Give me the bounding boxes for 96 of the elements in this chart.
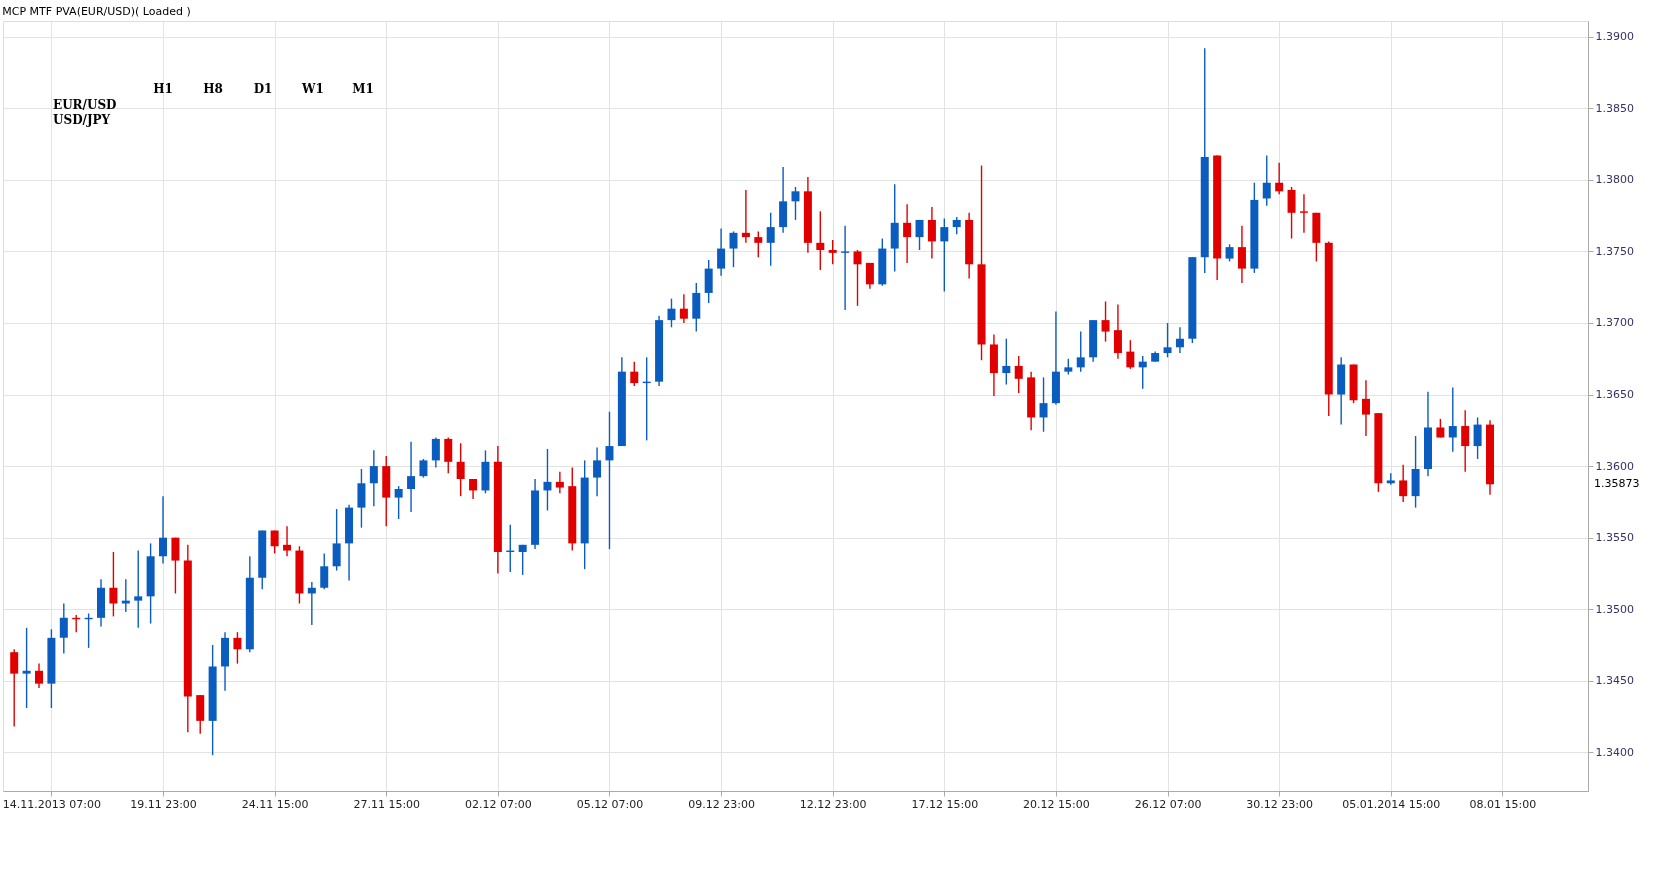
candlestick (10, 648, 19, 728)
candlestick (1461, 409, 1470, 473)
candlestick (431, 436, 440, 469)
candlestick (121, 578, 130, 613)
candlestick (903, 203, 912, 264)
annotation: USD/JPY (53, 113, 111, 127)
x-tick-label: 09.12 23:00 (688, 797, 755, 811)
x-tick-label: 24.11 15:00 (241, 797, 309, 811)
candlestick (1163, 322, 1172, 359)
candlestick (1101, 300, 1110, 343)
y-tick-label: 1.3450 (1595, 674, 1634, 688)
candlestick (828, 239, 837, 266)
y-tick-label: 1.3550 (1595, 531, 1634, 545)
annotation: EUR/USD (53, 98, 117, 112)
x-tick-label: 17.12 15:00 (911, 797, 979, 811)
candlestick (1076, 330, 1085, 373)
text: 1.35873 (1594, 477, 1640, 491)
candlestick (1237, 224, 1246, 284)
y-tick-label: 1.3700 (1595, 316, 1634, 330)
candlestick (593, 446, 602, 497)
candlestick (754, 230, 763, 258)
annotation: M1 (352, 82, 374, 96)
annotation: D1 (253, 82, 273, 96)
candlestick (369, 449, 378, 507)
candlestick (159, 495, 168, 565)
candlestick (865, 262, 874, 290)
candlestick (1473, 416, 1482, 460)
candlestick (59, 602, 68, 655)
y-tick-label: 1.3900 (1595, 30, 1634, 44)
y-tick-label: 1.3850 (1595, 101, 1634, 115)
candlestick (233, 631, 242, 665)
candlestick (741, 189, 750, 244)
x-tick-label: 14.11.2013 07:00 (2, 797, 101, 811)
x-tick-label: 19.11 23:00 (130, 797, 197, 811)
x-tick-label: 30.12 23:00 (1246, 797, 1314, 811)
candlestick (1361, 379, 1370, 437)
candlestick (555, 471, 564, 494)
y-tick-label: 1.3500 (1595, 602, 1634, 616)
candlestick (332, 508, 341, 572)
candlestick (1448, 386, 1457, 453)
candlestick (841, 224, 850, 311)
candlestick (605, 411, 614, 550)
x-tick-label: 26.12 07:00 (1134, 797, 1202, 811)
candlestick (1275, 161, 1284, 195)
candlestick (927, 206, 936, 260)
candlestick (320, 552, 329, 590)
candlestick (1002, 338, 1011, 386)
candlestick (171, 536, 180, 595)
candlestick (1014, 355, 1023, 394)
y-tick-label: 1.3400 (1595, 745, 1634, 759)
y-tick-label: 1.3800 (1595, 173, 1634, 187)
candlestick (407, 441, 416, 513)
candlestick (419, 458, 428, 479)
candlestick (1262, 154, 1271, 207)
chart-title: MCP MTF PVA(EUR/USD)( Loaded ) (2, 5, 191, 18)
y-tick-label: 1.3600 (1595, 459, 1634, 473)
candlestick (1175, 326, 1184, 354)
x-tick-label: 27.11 15:00 (353, 797, 421, 811)
x-tick-label: 12.12 23:00 (799, 797, 867, 811)
candlestick (1399, 463, 1408, 503)
x-tick-label: 02.12 07:00 (465, 797, 532, 811)
annotation: H8 (203, 82, 223, 96)
candlestick (518, 544, 527, 576)
candlestick (134, 549, 143, 629)
candlestick (729, 230, 738, 268)
candlestick (35, 662, 43, 689)
candlestick (1287, 186, 1296, 240)
candlestick (791, 186, 800, 221)
candlestick (394, 485, 403, 520)
candlestick (766, 212, 775, 267)
candlestick (630, 360, 639, 387)
candlestick (667, 297, 676, 328)
x-tick-label: 05.12 07:00 (576, 797, 644, 811)
candlestick (1039, 376, 1048, 433)
candlestick (816, 210, 825, 271)
candlestick (1126, 339, 1135, 370)
annotation: H1 (153, 82, 173, 96)
candlestick (940, 217, 949, 293)
candlestick (283, 525, 292, 557)
candlestick (915, 219, 924, 251)
candlestick (853, 249, 862, 307)
x-tick-label: 05.01.2014 15:00 (1342, 797, 1441, 811)
candlestick (543, 448, 552, 512)
x-tick-label: 20.12 15:00 (1023, 797, 1090, 811)
annotation: W1 (301, 82, 324, 96)
candlestick (1299, 193, 1308, 234)
y-tick-label: 1.3650 (1595, 388, 1634, 402)
candlestick (679, 293, 688, 324)
y-tick-label: 1.3750 (1595, 244, 1634, 258)
candlestick (717, 227, 726, 277)
candlestick (1113, 303, 1122, 360)
candlestick (456, 442, 465, 497)
candlestick (444, 436, 453, 474)
candlestick (109, 551, 118, 618)
x-tick-label: 08.01 15:00 (1469, 797, 1537, 811)
candlestick (22, 627, 31, 709)
